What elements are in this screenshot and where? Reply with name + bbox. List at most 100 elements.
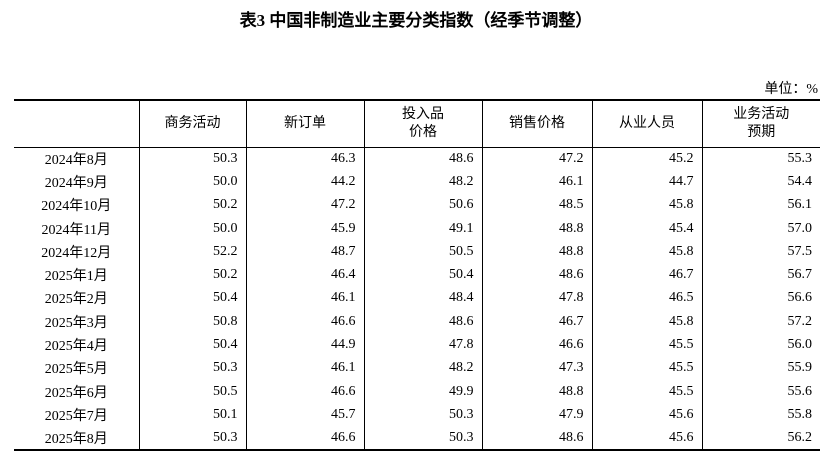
value-cell: 50.4 [363,263,482,287]
value-cell: 57.0 [701,216,820,241]
value-cell: 50.2 [138,263,246,287]
value-cell: 50.6 [363,193,482,217]
table-row: 2025年7月 50.1 45.7 50.3 47.9 45.6 55.8 [14,403,820,427]
value-cell: 50.3 [363,426,482,451]
value-cell: 46.5 [591,286,702,311]
header-row: 商务活动 新订单 投入品 价格 销售价格 从业人员 业务活动 预期 [14,99,820,148]
value-cell: 48.5 [481,193,592,217]
value-cell: 48.8 [481,216,592,241]
table-row: 2024年12月 52.2 48.7 50.5 48.8 45.8 57.5 [14,240,820,264]
table-row: 2025年3月 50.8 46.6 48.6 46.7 45.8 57.2 [14,310,820,334]
table-title: 表3 中国非制造业主要分类指数（经季节调整） [239,11,593,30]
table-row: 2025年1月 50.2 46.4 50.4 48.6 46.7 56.7 [14,263,820,287]
column-header: 业务活动 预期 [701,99,820,148]
value-cell: 46.6 [245,426,364,451]
value-cell: 48.2 [363,356,482,380]
value-cell: 48.6 [481,426,592,451]
value-cell: 56.0 [701,333,820,357]
value-cell: 45.8 [591,193,702,217]
month-cell: 2025年4月 [44,339,108,355]
column-header: 新订单 [245,99,364,148]
table-row: 2025年2月 50.4 46.1 48.4 47.8 46.5 56.6 [14,286,820,311]
value-cell: 55.6 [701,379,820,404]
value-cell: 49.9 [363,379,482,404]
value-cell: 44.7 [591,170,702,194]
value-cell: 56.7 [701,263,820,287]
value-cell: 44.9 [245,333,364,357]
value-cell: 57.2 [701,310,820,334]
month-cell: 2024年10月 [41,199,112,215]
value-cell: 55.8 [701,403,820,427]
value-cell: 48.6 [363,147,482,171]
table-row: 2024年10月 50.2 47.2 50.6 48.5 45.8 56.1 [14,193,820,217]
value-cell: 46.4 [245,263,364,287]
value-cell: 48.8 [481,379,592,404]
column-header: 商务活动 [138,99,246,148]
value-cell: 45.4 [591,216,702,241]
value-cell: 55.9 [701,356,820,380]
month-cell: 2024年11月 [41,222,111,238]
value-cell: 47.9 [481,403,592,427]
unit-label: 单位：% [764,82,818,97]
month-cell: 2025年6月 [44,385,108,401]
value-cell: 46.1 [245,286,364,311]
value-cell: 55.3 [701,147,820,171]
value-cell: 46.6 [245,310,364,334]
value-cell: 47.8 [481,286,592,311]
pmi-table: 商务活动 新订单 投入品 价格 销售价格 从业人员 业务活动 预期 2024年8月 50.3 46… [14,99,820,451]
value-cell: 45.5 [591,333,702,357]
month-cell: 2025年3月 [44,315,108,331]
value-cell: 50.5 [138,379,246,404]
value-cell: 54.4 [701,170,820,194]
value-cell: 52.2 [138,240,246,264]
value-cell: 46.6 [245,379,364,404]
column-header: 投入品 价格 [363,99,482,148]
table-row: 2025年8月 50.3 46.6 50.3 48.6 45.6 56.2 [14,426,820,451]
value-cell: 48.6 [363,310,482,334]
value-cell: 46.1 [481,170,592,194]
value-cell: 47.3 [481,356,592,380]
value-cell: 50.5 [363,240,482,264]
value-cell: 46.6 [481,333,592,357]
value-cell: 57.5 [701,240,820,264]
month-cell: 2025年8月 [14,426,139,451]
value-cell: 45.6 [591,403,702,427]
value-cell: 45.7 [245,403,364,427]
value-cell: 56.6 [701,286,820,311]
value-cell: 46.1 [245,356,364,380]
table-row: 2024年8月 50.3 46.3 48.6 47.2 45.2 55.3 [14,147,820,171]
value-cell: 50.8 [138,310,246,334]
value-cell: 50.4 [138,333,246,357]
value-cell: 47.2 [245,193,364,217]
value-cell: 45.6 [591,426,702,451]
value-cell: 46.7 [591,263,702,287]
value-cell: 46.3 [245,147,364,171]
value-cell: 45.8 [591,310,702,334]
table-row: 2024年9月 50.0 44.2 48.2 46.1 44.7 54.4 [14,170,820,194]
month-cell: 2024年9月 [44,175,108,191]
table-row: 2025年5月 50.3 46.1 48.2 47.3 45.5 55.9 [14,356,820,380]
value-cell: 50.3 [363,403,482,427]
month-cell: 2025年2月 [44,292,108,308]
table-row: 2025年6月 50.5 46.6 49.9 48.8 45.5 55.6 [14,379,820,404]
value-cell: 46.7 [481,310,592,334]
month-cell: 2025年5月 [44,362,108,378]
month-cell: 2025年1月 [44,269,108,285]
month-cell: 2024年8月 [44,152,108,168]
value-cell: 48.6 [481,263,592,287]
value-cell: 50.1 [138,403,246,427]
table-row: 2025年4月 50.4 44.9 47.8 46.6 45.5 56.0 [14,333,820,357]
value-cell: 45.5 [591,379,702,404]
value-cell: 48.4 [363,286,482,311]
value-cell: 45.9 [245,216,364,241]
value-cell: 45.8 [591,240,702,264]
value-cell: 48.8 [481,240,592,264]
value-cell: 48.2 [363,170,482,194]
value-cell: 50.3 [138,356,246,380]
value-cell: 47.2 [481,147,592,171]
table-row: 2024年11月 50.0 45.9 49.1 48.8 45.4 57.0 [14,216,820,241]
value-cell: 50.4 [138,286,246,311]
value-cell: 50.3 [138,147,246,171]
value-cell: 50.2 [138,193,246,217]
column-header: 销售价格 [481,99,592,148]
